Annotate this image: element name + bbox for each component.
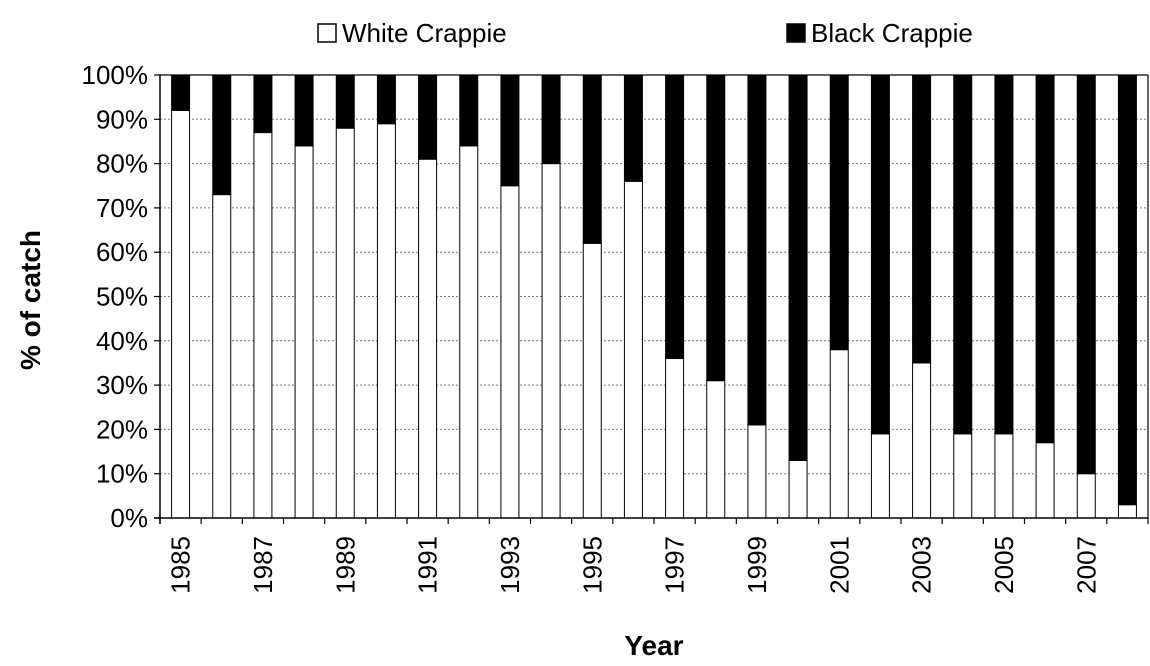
y-tick-label: 0%	[110, 503, 148, 533]
bar-white-crappie-1992	[460, 146, 478, 518]
bar-black-crappie-2003	[913, 75, 931, 363]
bar-white-crappie-1990	[377, 124, 395, 518]
bar-black-crappie-1991	[419, 75, 437, 159]
bar-black-crappie-1997	[666, 75, 684, 359]
bar-black-crappie-1986	[213, 75, 231, 195]
y-tick-label: 50%	[96, 282, 148, 312]
x-tick-label: 1997	[660, 536, 690, 594]
y-tick-labels: 0% 10% 20% 30% 40% 50% 60% 70% 80% 90% 100%	[82, 60, 149, 533]
bar-black-crappie-1995	[583, 75, 601, 243]
bar-white-crappie-2005	[995, 434, 1013, 518]
legend-swatch-black-crappie	[787, 24, 805, 42]
bar-black-crappie-1993	[501, 75, 519, 186]
bar-black-crappie-1994	[542, 75, 560, 164]
x-tick-label: 2007	[1071, 536, 1101, 594]
bar-white-crappie-2006	[1036, 443, 1054, 518]
bar-white-crappie-1999	[748, 425, 766, 518]
y-tick-label: 100%	[82, 60, 149, 90]
x-tick-label: 2001	[824, 536, 854, 594]
bar-white-crappie-2000	[789, 460, 807, 518]
y-tick-label: 80%	[96, 149, 148, 179]
bar-black-crappie-1999	[748, 75, 766, 425]
x-tick-label: 2005	[989, 536, 1019, 594]
x-tick-label: 1987	[248, 536, 278, 594]
bar-white-crappie-1994	[542, 164, 560, 518]
bar-black-crappie-1988	[295, 75, 313, 146]
bar-black-crappie-2007	[1077, 75, 1095, 474]
legend: White Crappie Black Crappie	[318, 18, 973, 48]
bar-black-crappie-2004	[954, 75, 972, 434]
bar-white-crappie-1989	[336, 128, 354, 518]
bar-white-crappie-2007	[1077, 474, 1095, 518]
legend-label-black-crappie: Black Crappie	[811, 18, 973, 48]
y-tick-label: 10%	[96, 459, 148, 489]
bar-black-crappie-2006	[1036, 75, 1054, 443]
bar-black-crappie-2008	[1118, 75, 1136, 505]
y-axis-title: % of catch	[15, 230, 46, 370]
y-tick-label: 20%	[96, 414, 148, 444]
bar-black-crappie-1987	[254, 75, 272, 133]
bar-white-crappie-1993	[501, 186, 519, 518]
x-tick-label: 1989	[330, 536, 360, 594]
bar-white-crappie-1988	[295, 146, 313, 518]
x-tick-label: 1995	[577, 536, 607, 594]
x-axis-title: Year	[624, 630, 683, 661]
x-tick-labels: 1985 1987 1989 1991 1993 1995 1997 1999 2001 2003…	[166, 536, 1102, 594]
bar-black-crappie-2002	[871, 75, 889, 434]
bar-black-crappie-1998	[707, 75, 725, 381]
bar-white-crappie-1997	[666, 359, 684, 518]
x-tick-label: 1993	[495, 536, 525, 594]
bar-black-crappie-2005	[995, 75, 1013, 434]
bar-white-crappie-1995	[583, 243, 601, 518]
bar-white-crappie-1985	[172, 110, 190, 518]
bar-white-crappie-2001	[830, 350, 848, 518]
y-tick-label: 40%	[96, 326, 148, 356]
bar-white-crappie-2003	[913, 363, 931, 518]
x-tick-label: 1999	[742, 536, 772, 594]
y-tick-label: 70%	[96, 193, 148, 223]
bar-white-crappie-2008	[1118, 505, 1136, 518]
y-tick-label: 60%	[96, 237, 148, 267]
bar-white-crappie-1998	[707, 381, 725, 518]
y-tick-label: 90%	[96, 104, 148, 134]
y-tick-label: 30%	[96, 370, 148, 400]
x-tick-label: 1985	[166, 536, 196, 594]
bar-white-crappie-1986	[213, 195, 231, 518]
bar-white-crappie-1996	[624, 181, 642, 518]
bar-black-crappie-2001	[830, 75, 848, 350]
bar-black-crappie-1985	[172, 75, 190, 110]
x-tick-label: 1991	[413, 536, 443, 594]
bar-black-crappie-1996	[624, 75, 642, 181]
bar-white-crappie-1991	[419, 159, 437, 518]
bar-black-crappie-1990	[377, 75, 395, 124]
bar-black-crappie-2000	[789, 75, 807, 460]
bar-white-crappie-1987	[254, 133, 272, 518]
bar-white-crappie-2004	[954, 434, 972, 518]
legend-label-white-crappie: White Crappie	[342, 18, 507, 48]
bar-black-crappie-1989	[336, 75, 354, 128]
bar-white-crappie-2002	[871, 434, 889, 518]
legend-swatch-white-crappie	[318, 24, 336, 42]
bar-black-crappie-1992	[460, 75, 478, 146]
x-tick-label: 2003	[907, 536, 937, 594]
